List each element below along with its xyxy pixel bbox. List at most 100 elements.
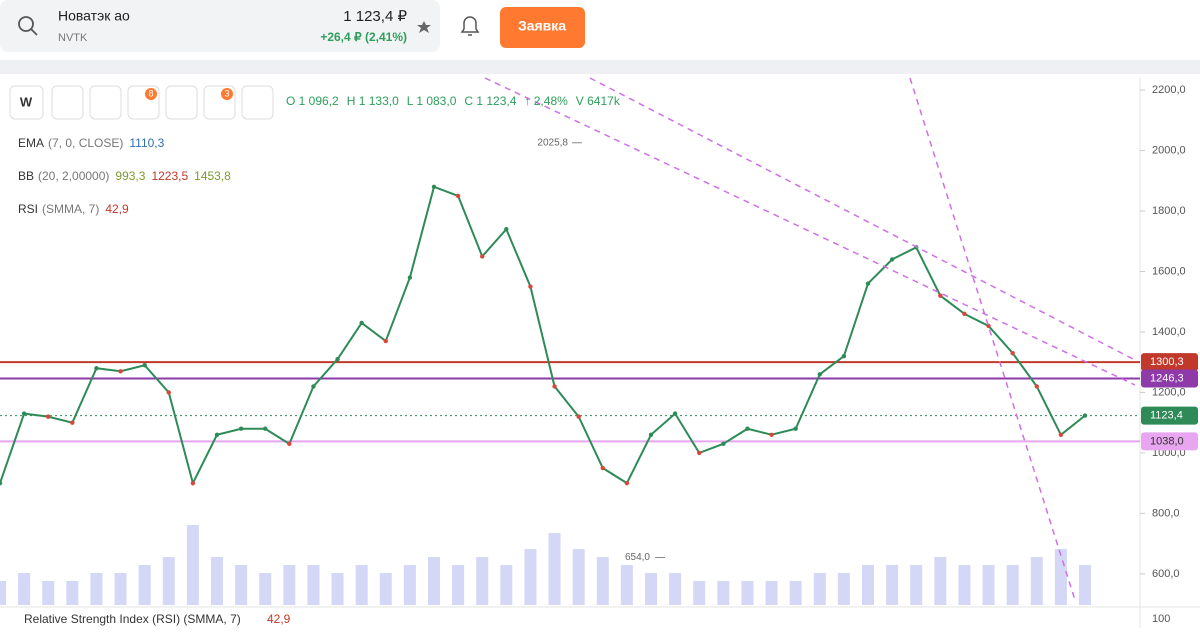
volume-bar xyxy=(66,581,79,605)
ohlc-value: O 1 096,2 xyxy=(286,94,339,108)
volume-bar xyxy=(331,573,344,605)
ticker: NVTK xyxy=(58,32,88,44)
price-point xyxy=(94,366,99,371)
alert-bell[interactable] xyxy=(460,16,480,36)
ohlc-value: L 1 083,0 xyxy=(407,94,457,108)
indicator-params: (SMMA, 7) xyxy=(42,202,99,216)
divider xyxy=(0,60,1200,74)
y-tick-label: 1200,0 xyxy=(1152,386,1186,398)
search-icon xyxy=(30,28,38,36)
price-point xyxy=(745,426,750,431)
price-point xyxy=(962,311,967,317)
badge-count: 8 xyxy=(148,88,153,98)
price-point xyxy=(335,356,340,362)
ohlc-value: C 1 123,4 xyxy=(464,94,516,108)
ohlc: O 1 096,2 H 1 133,0 L 1 083,0 C 1 123,4 ↑ 2,… xyxy=(286,94,621,108)
price-point xyxy=(889,257,895,262)
price-point xyxy=(865,281,871,286)
tool-button[interactable] xyxy=(165,85,198,120)
price-point xyxy=(672,411,678,416)
price-point xyxy=(166,390,171,395)
volume-bar xyxy=(862,565,874,605)
indicator-params: (7, 0, CLOSE) xyxy=(48,136,123,150)
y-tick-label: 800,0 xyxy=(1152,507,1180,519)
y-tick-label: 600,0 xyxy=(1152,568,1180,580)
price-point xyxy=(480,254,485,259)
ohlc-value: V 6417k xyxy=(576,94,621,108)
volume-bar xyxy=(1030,557,1043,605)
y-tick-label: 2200,0 xyxy=(1152,84,1186,96)
price-point xyxy=(721,441,726,447)
price-point xyxy=(118,369,123,374)
volume-bar xyxy=(186,525,199,605)
favorite-star[interactable] xyxy=(417,21,431,33)
price-line-series xyxy=(0,185,1086,486)
rsi-value: 42,9 xyxy=(267,612,291,626)
badge-count: 3 xyxy=(224,88,229,98)
price-point xyxy=(263,426,268,431)
volume-bar xyxy=(1054,549,1067,605)
interval: W xyxy=(20,94,33,109)
volume-bar xyxy=(0,581,6,605)
price-point xyxy=(359,320,364,326)
volume-bar xyxy=(620,565,633,605)
indicator-name: BB xyxy=(18,169,34,183)
price-point xyxy=(769,432,774,437)
price-tag xyxy=(1141,353,1198,372)
volume-bar xyxy=(452,565,465,605)
volume-bar xyxy=(958,565,971,605)
price-point xyxy=(600,465,605,471)
price-point xyxy=(1034,384,1039,389)
instrument-name: Новатэк ао xyxy=(58,8,130,24)
indicator-name: EMA xyxy=(18,136,44,150)
order-button-label: Заявка xyxy=(518,18,566,34)
volume-bar xyxy=(669,573,682,605)
price-tag-label: 1123,4 xyxy=(1150,410,1183,422)
price-point xyxy=(576,414,581,419)
volume-bar xyxy=(235,565,248,605)
search-box[interactable] xyxy=(0,0,440,52)
volume-bar xyxy=(403,565,416,605)
volume-bar xyxy=(114,573,127,605)
badge xyxy=(145,88,157,100)
rsi-axis-label: 100 xyxy=(1152,613,1170,625)
indicators: EMA (7, 0, CLOSE) 1110,3 BB (20, 2,00000) 993… xyxy=(10,131,241,223)
y-tick-label: 2000,0 xyxy=(1152,144,1186,156)
y-tick-label: 1600,0 xyxy=(1152,265,1186,277)
volume-bar xyxy=(1079,565,1091,605)
volume-bar xyxy=(789,581,802,605)
price-point xyxy=(455,193,461,199)
volume-bar xyxy=(90,573,103,605)
volume-bar xyxy=(741,581,754,605)
badge xyxy=(221,88,233,100)
volume-bar xyxy=(645,573,657,605)
price-change: +26,4 ₽ (2,41%) xyxy=(320,30,407,44)
price-point xyxy=(817,372,822,377)
price-point xyxy=(1082,413,1088,418)
tool-button[interactable] xyxy=(241,85,274,120)
price: 1 123,4 ₽ xyxy=(343,8,407,25)
order-button[interactable] xyxy=(500,7,585,48)
price-point xyxy=(21,411,27,416)
volume-bar xyxy=(1006,565,1019,605)
price-point xyxy=(504,226,509,232)
interval-button[interactable] xyxy=(9,85,44,120)
tool-button[interactable] xyxy=(89,85,122,120)
tool-button[interactable] xyxy=(51,85,84,120)
price-point xyxy=(938,293,943,298)
price-point xyxy=(697,450,702,456)
indicator-value: 993,3 xyxy=(115,169,145,183)
volume-bar xyxy=(572,549,585,605)
volume-bar xyxy=(211,557,223,605)
indicator-name: RSI xyxy=(18,202,38,216)
price-point xyxy=(648,432,654,437)
toolbar: W 8 3 xyxy=(9,85,274,120)
volume-bar xyxy=(476,557,489,605)
indicator-chip xyxy=(10,197,139,223)
indicator-value: 1223,5 xyxy=(151,169,188,183)
y-tick-label: 1800,0 xyxy=(1152,205,1186,217)
indicator-chip xyxy=(10,131,175,157)
price-point xyxy=(46,414,51,419)
